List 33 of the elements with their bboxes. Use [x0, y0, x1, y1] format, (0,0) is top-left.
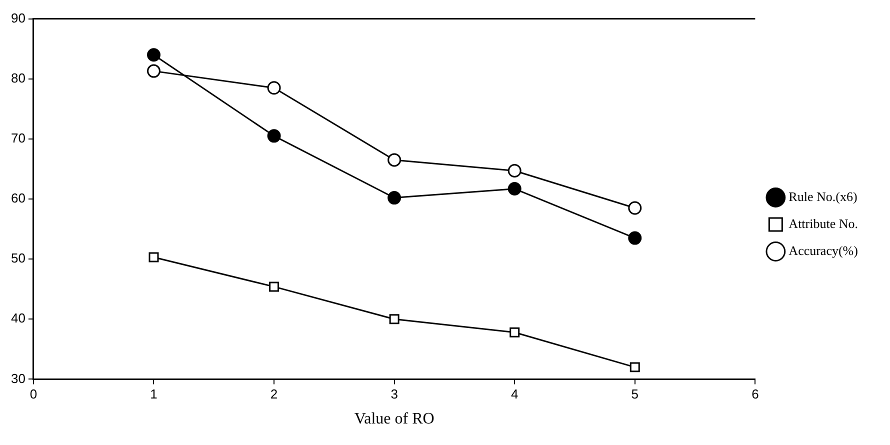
x-tick-label: 2 [270, 386, 278, 402]
point [267, 81, 281, 95]
y-tick-label: 70 [10, 130, 26, 146]
x-tick-label: 3 [390, 386, 398, 402]
point [388, 153, 402, 167]
point [267, 129, 281, 143]
y-tick-label: 50 [10, 250, 26, 266]
x-tick-label: 4 [510, 386, 518, 402]
point [508, 182, 522, 196]
point [148, 252, 159, 262]
x-tick-label: 1 [150, 386, 158, 402]
point [628, 201, 642, 215]
y-tick-label: 80 [10, 70, 26, 86]
point [146, 64, 160, 78]
y-tick-label: 40 [10, 310, 26, 326]
x-tick-label: 6 [752, 386, 759, 402]
point [508, 164, 522, 178]
point [630, 362, 640, 372]
y-tick-label: 90 [10, 10, 26, 26]
y-tick-label: 30 [10, 370, 26, 386]
point [389, 314, 400, 324]
point [269, 282, 280, 292]
point [628, 231, 642, 245]
x-axis-title: Value of RO [354, 410, 434, 428]
legend-label: Accuracy(%) [788, 242, 858, 258]
point [146, 48, 160, 62]
legend-label: Attribute No. [788, 216, 858, 231]
legend-label: Rule No.(x6) [788, 188, 858, 204]
x-tick-label: 5 [631, 386, 639, 402]
y-tick-label: 60 [10, 190, 26, 206]
x-tick-label: 0 [30, 386, 38, 402]
point [388, 191, 402, 205]
point [510, 327, 520, 338]
